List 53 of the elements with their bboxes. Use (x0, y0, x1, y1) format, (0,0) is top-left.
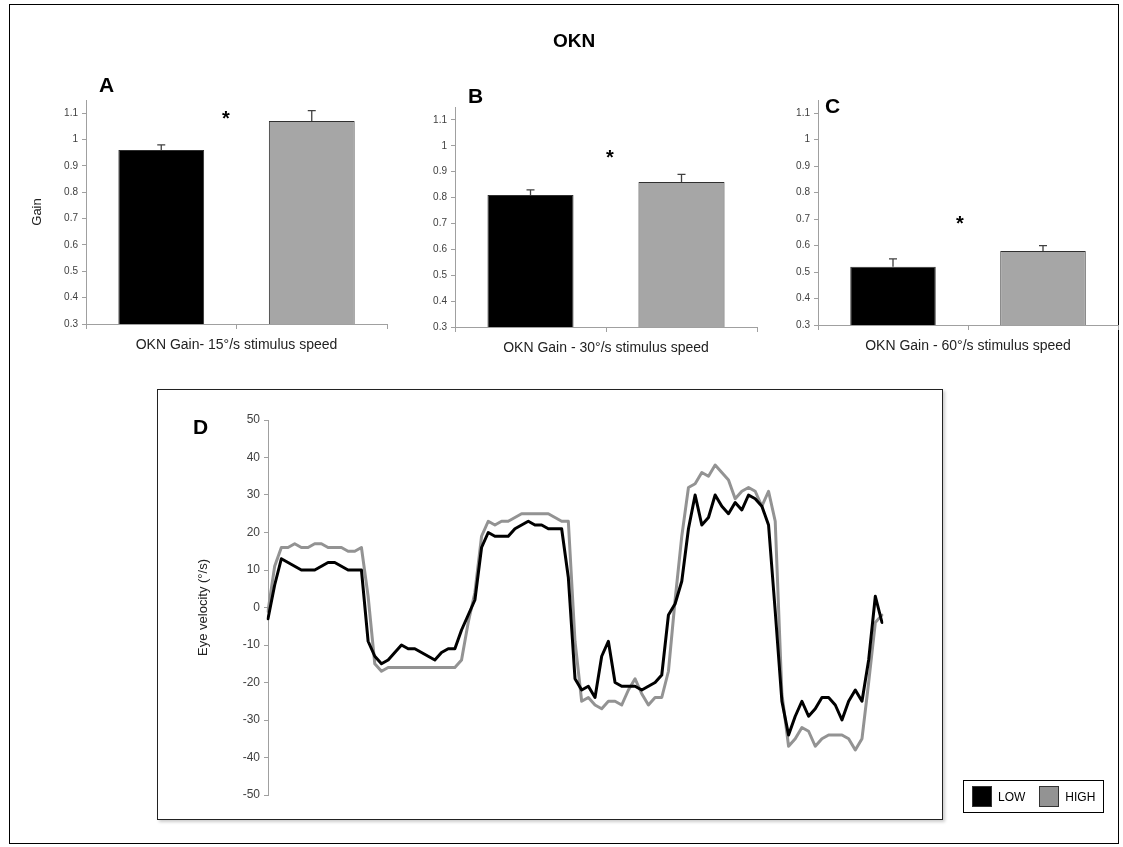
y-tick-label: 0.7 (64, 212, 79, 224)
y-tick-label: 0.9 (433, 165, 448, 177)
y-tick-label: -40 (242, 749, 261, 764)
text: A (99, 73, 115, 96)
y-tick-label: 0.6 (64, 238, 79, 250)
annotation: * (606, 146, 614, 168)
legend-label: LOW (998, 789, 1026, 804)
y-tick-label: 30 (246, 487, 261, 502)
y-tick-label: 1 (441, 139, 448, 151)
y-axis-title: Gain (29, 198, 45, 226)
y-tick-label: 0.7 (433, 217, 448, 229)
y-tick-label: 0.8 (64, 185, 79, 197)
y-tick-label: 0.4 (796, 292, 811, 304)
y-tick-label: 0.9 (64, 159, 79, 171)
y-tick-label: 0.9 (796, 159, 811, 171)
y-tick-label: 0.6 (433, 243, 448, 255)
y-tick-label: 1.1 (64, 106, 79, 118)
y-tick-label: 0.4 (433, 294, 448, 306)
y-tick-label: 40 (246, 449, 261, 464)
legend-label: HIGH (1065, 789, 1096, 804)
y-axis-title: Eye velocity (°/s) (195, 559, 211, 656)
y-tick-label: 0.8 (433, 191, 448, 203)
y-tick-label: 0.4 (64, 291, 79, 303)
y-tick-label: 0.3 (433, 320, 448, 332)
x-axis-title: OKN Gain - 30°/s stimulus speed (503, 339, 709, 356)
y-tick-label: 0.5 (64, 265, 79, 277)
y-tick-label: 1 (804, 133, 811, 145)
y-tick-label: 0.5 (796, 265, 811, 277)
annotation: B (468, 84, 484, 107)
y-tick-label: -30 (242, 712, 261, 727)
y-tick-label: 0.5 (433, 268, 448, 280)
y-tick-label: 10 (246, 562, 261, 577)
y-tick-label: 0.7 (796, 212, 811, 224)
y-tick-label: 1.1 (796, 106, 811, 118)
x-axis-title: OKN Gain - 60°/s stimulus speed (865, 337, 1071, 354)
annotation: * (222, 107, 230, 129)
annotation: C (825, 94, 841, 117)
y-tick-label: 1.1 (433, 113, 448, 125)
y-tick-label: 0.3 (796, 318, 811, 330)
y-tick-label: 20 (246, 524, 261, 539)
y-tick-label: -20 (242, 674, 261, 689)
y-tick-label: 0.3 (64, 317, 79, 329)
annotation: * (956, 212, 964, 234)
chart-title: OKN (552, 30, 596, 52)
text: D (193, 415, 209, 438)
y-tick-label: -50 (242, 787, 261, 802)
y-tick-label: 0 (253, 599, 261, 614)
y-tick-label: 0.6 (796, 239, 811, 251)
y-tick-label: -10 (242, 637, 261, 652)
y-tick-label: 50 (246, 412, 261, 427)
y-tick-label: 0.8 (796, 186, 811, 198)
x-axis-title: OKN Gain- 15°/s stimulus speed (135, 336, 338, 353)
y-tick-label: 1 (72, 133, 79, 145)
